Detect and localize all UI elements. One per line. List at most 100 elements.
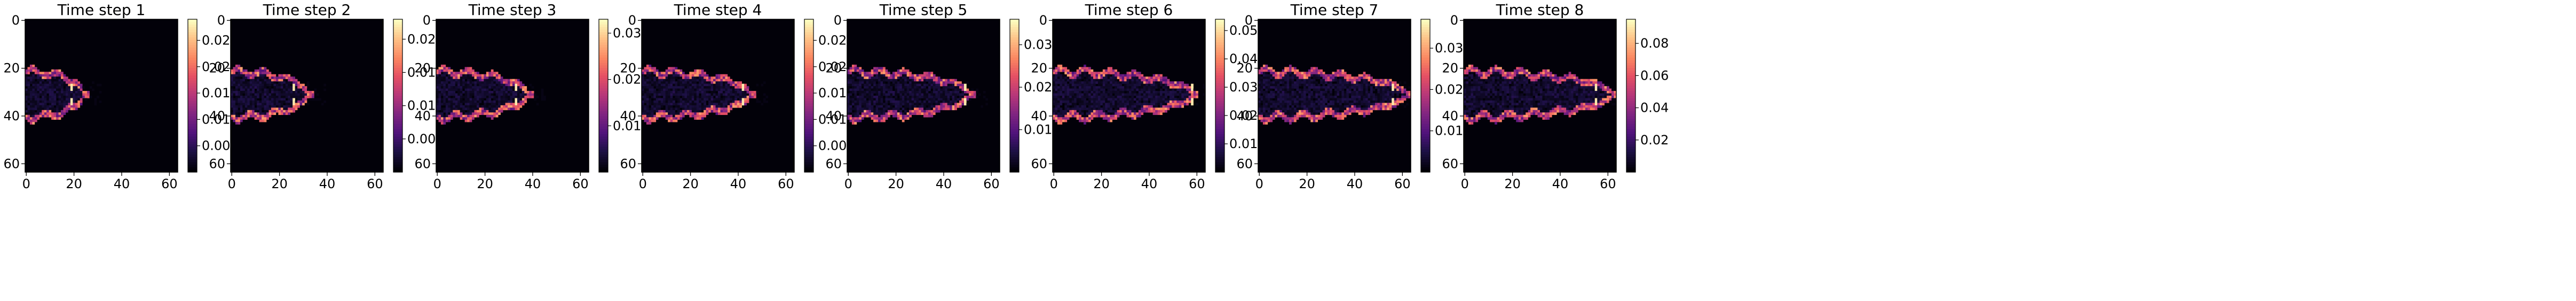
heatmap-cell — [231, 105, 233, 108]
heatmap-cell — [734, 105, 738, 108]
heatmap-cell — [244, 88, 248, 91]
heatmap-cell — [935, 98, 938, 101]
heatmap-cell — [242, 88, 246, 91]
colorbar-step — [599, 167, 608, 170]
heatmap-cell — [704, 103, 706, 106]
heatmap-cell — [883, 117, 886, 120]
heatmap-cell — [1053, 107, 1055, 111]
heatmap-cell — [914, 76, 916, 80]
heatmap-cell — [930, 105, 934, 108]
heatmap-cell — [892, 112, 895, 115]
heatmap-cell — [1133, 98, 1136, 101]
heatmap-cell — [1074, 98, 1077, 101]
heatmap-cell — [262, 96, 264, 98]
heatmap-cell — [275, 96, 279, 98]
heatmap-cell — [880, 98, 883, 101]
heatmap-cell — [288, 79, 291, 82]
heatmap-cell — [32, 114, 35, 118]
heatmap-cell — [730, 83, 733, 87]
heatmap-cell — [718, 105, 721, 108]
heatmap-cell — [479, 100, 482, 103]
heatmap-cell — [706, 98, 709, 101]
heatmap-cell — [942, 105, 945, 108]
heatmap-cell — [299, 91, 303, 94]
heatmap-cell — [887, 83, 890, 87]
heatmap-cell — [1129, 86, 1132, 89]
heatmap-cell — [952, 81, 955, 84]
heatmap-cell — [1081, 88, 1084, 91]
heatmap-cell — [235, 110, 238, 113]
colorbar-tick-label: 0.02 — [1024, 80, 1052, 95]
heatmap-cell — [262, 100, 264, 103]
colorbar-step — [188, 88, 197, 91]
heatmap-cell — [271, 112, 274, 115]
heatmap-cell — [450, 79, 453, 82]
colorbar-step — [393, 90, 402, 94]
heatmap-cell — [713, 103, 716, 106]
heatmap-cell — [436, 79, 439, 82]
heatmap-cell — [1148, 83, 1151, 87]
heatmap-cell — [961, 83, 965, 87]
heatmap-cell — [448, 110, 451, 113]
heatmap-cell — [283, 93, 286, 96]
heatmap-cell — [1057, 76, 1060, 80]
heatmap-cell — [859, 119, 862, 122]
heatmap-cell — [1069, 103, 1072, 106]
heatmap-cell — [1129, 103, 1132, 106]
heatmap-cell — [871, 117, 874, 120]
heatmap-cell — [29, 96, 33, 98]
heatmap-cell — [503, 81, 505, 84]
heatmap-cell — [851, 117, 855, 120]
heatmap-cell — [231, 69, 233, 72]
heatmap-cell — [699, 117, 702, 120]
heatmap-cell — [53, 110, 57, 113]
heatmap-cell — [29, 112, 33, 115]
heatmap-cell — [247, 103, 250, 106]
heatmap-cell — [897, 107, 900, 111]
heatmap-cell — [238, 114, 241, 118]
heatmap-cell — [519, 103, 523, 106]
heatmap-cell — [883, 112, 886, 115]
heatmap-cell — [436, 93, 439, 96]
heatmap-cell — [959, 100, 962, 103]
heatmap-cell — [660, 93, 663, 96]
heatmap-cell — [58, 91, 61, 94]
heatmap-cell — [663, 112, 666, 115]
heatmap-cell — [686, 96, 690, 98]
heatmap-cell — [684, 110, 688, 113]
heatmap-cell — [902, 69, 905, 72]
heatmap-cell — [642, 96, 644, 98]
heatmap-cell — [902, 96, 905, 98]
heatmap-cell — [722, 86, 725, 89]
heatmap-cell — [1093, 83, 1096, 87]
heatmap-cell — [689, 98, 692, 101]
heatmap-cell — [696, 96, 699, 98]
heatmap-cell — [238, 74, 241, 77]
heatmap-cell — [677, 117, 680, 120]
heatmap-cell — [1062, 69, 1065, 72]
heatmap-cell — [1131, 114, 1134, 118]
heatmap-cell — [247, 114, 250, 118]
heatmap-cell — [500, 107, 503, 111]
heatmap-cell — [1196, 91, 1198, 94]
heatmap-cell — [668, 119, 670, 122]
heatmap-cell — [271, 76, 274, 80]
heatmap-cell — [1093, 98, 1096, 101]
colorbar-step — [1010, 60, 1019, 63]
heatmap-cell — [895, 91, 898, 94]
heatmap-cell — [655, 96, 659, 98]
heatmap-cell — [715, 110, 718, 113]
heatmap-cell — [1155, 96, 1158, 98]
heatmap-cell — [39, 112, 42, 115]
heatmap-cell — [675, 83, 678, 87]
heatmap-cell — [871, 83, 874, 87]
heatmap-cell — [58, 110, 61, 113]
heatmap-cell — [923, 72, 926, 75]
heatmap-cell — [859, 83, 862, 87]
heatmap-cell — [1169, 103, 1172, 106]
heatmap-cell — [58, 98, 61, 101]
heatmap-cell — [940, 88, 943, 91]
heatmap-cell — [1095, 91, 1099, 94]
heatmap-cell — [1183, 93, 1187, 96]
heatmap-cell — [739, 100, 742, 103]
